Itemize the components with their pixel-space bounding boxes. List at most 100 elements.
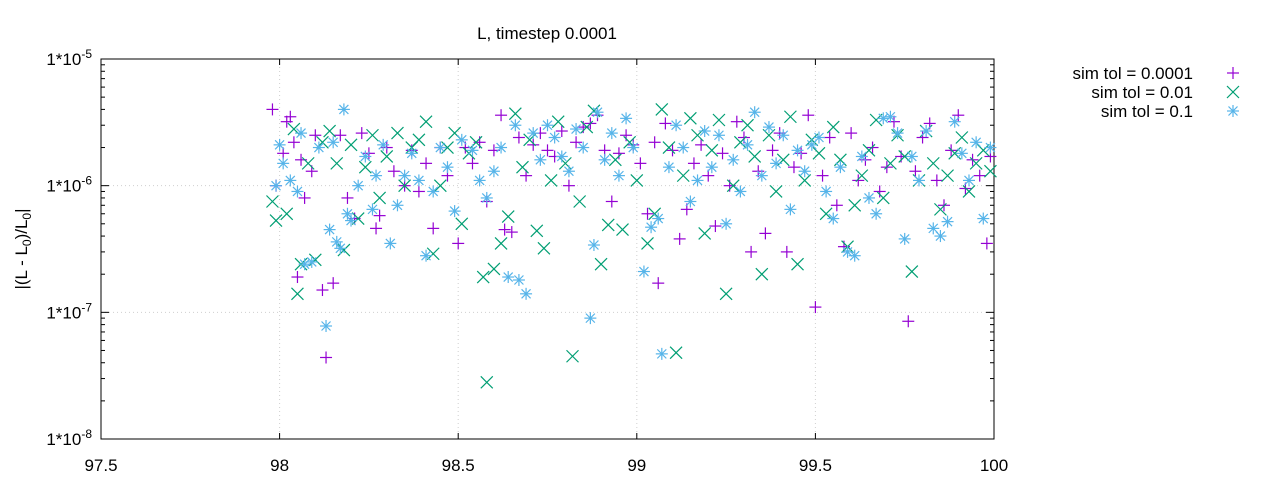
data-point [426,247,440,261]
data-point [820,185,833,198]
data-point [320,320,333,333]
data-point [337,243,351,257]
data-point [298,258,311,271]
data-point [487,165,500,178]
data-point [419,115,433,129]
data-point [777,129,790,142]
data-point [905,265,919,278]
data-point [819,207,833,221]
data-point [298,191,311,204]
data-points [266,102,997,389]
data-point [566,349,579,363]
data-point [334,242,347,255]
data-point [366,128,379,142]
data-point [555,125,568,138]
data-point [748,106,761,119]
data-point [705,143,719,157]
x-tick-label: 97.5 [84,456,117,475]
data-point [759,227,772,240]
data-point [898,150,912,163]
data-point [495,141,508,154]
data-point [870,207,883,220]
data-point [955,131,969,144]
x-tick-label: 99.5 [799,456,832,475]
y-tick-labels: 1*10-8 1*10-7 1*10-6 1*10-5 [46,47,92,449]
data-point [941,169,954,183]
data-point [862,143,876,157]
data-point [783,110,797,124]
data-point [809,301,822,314]
data-point [495,109,508,122]
data-point [312,141,325,154]
data-point [412,174,425,187]
data-point [898,232,911,245]
data-point [570,136,583,149]
data-point [341,207,354,220]
data-point [387,165,400,178]
data-point [344,138,358,152]
data-point [527,127,540,140]
grid [101,59,994,439]
data-point [420,249,433,262]
data-point [773,127,786,140]
data-point [269,214,283,228]
data-point [584,312,597,325]
data-point [712,129,725,142]
data-point [977,212,990,225]
data-point [909,165,922,178]
data-point [645,221,658,234]
data-point [930,174,943,187]
data-point [508,107,522,121]
data-point [652,212,665,225]
data-point [327,136,340,149]
data-point [733,135,747,149]
data-point [741,118,754,132]
data-point [527,138,540,151]
data-point [573,195,587,208]
data-point [933,202,947,216]
data-point [770,157,783,170]
data-point [591,106,604,119]
data-point [973,169,986,182]
data-point [562,165,575,178]
data-point [341,191,354,204]
series-1 [266,103,997,364]
data-point [380,150,394,163]
data-point [726,179,740,193]
data-point [787,161,800,174]
data-point [841,245,854,258]
data-point [516,160,529,174]
data-point [669,346,683,360]
data-point [845,127,858,140]
data-point [295,127,308,140]
y-tick-label: 1*10-8 [46,427,92,449]
data-point [612,169,625,182]
data-point [941,215,954,228]
data-point [351,212,365,225]
series-2 [266,102,997,389]
data-point [441,141,454,154]
data-point [748,150,762,163]
data-point [355,127,368,140]
data-point [594,257,608,271]
data-point [848,249,861,262]
data-point [434,141,447,154]
data-point [727,153,740,166]
data-point [673,232,686,245]
data-point [512,131,525,144]
data-point [848,198,862,212]
data-point [873,185,886,198]
data-point [730,115,743,128]
data-point [405,147,418,160]
data-point [852,174,865,187]
data-point [630,173,644,187]
x-tick-label: 98 [270,456,289,475]
legend-marker [1226,85,1240,99]
data-point [345,214,358,227]
data-point [580,120,594,134]
data-point [830,199,843,212]
data-point [277,157,290,170]
data-point [716,147,729,160]
data-point [359,150,372,163]
